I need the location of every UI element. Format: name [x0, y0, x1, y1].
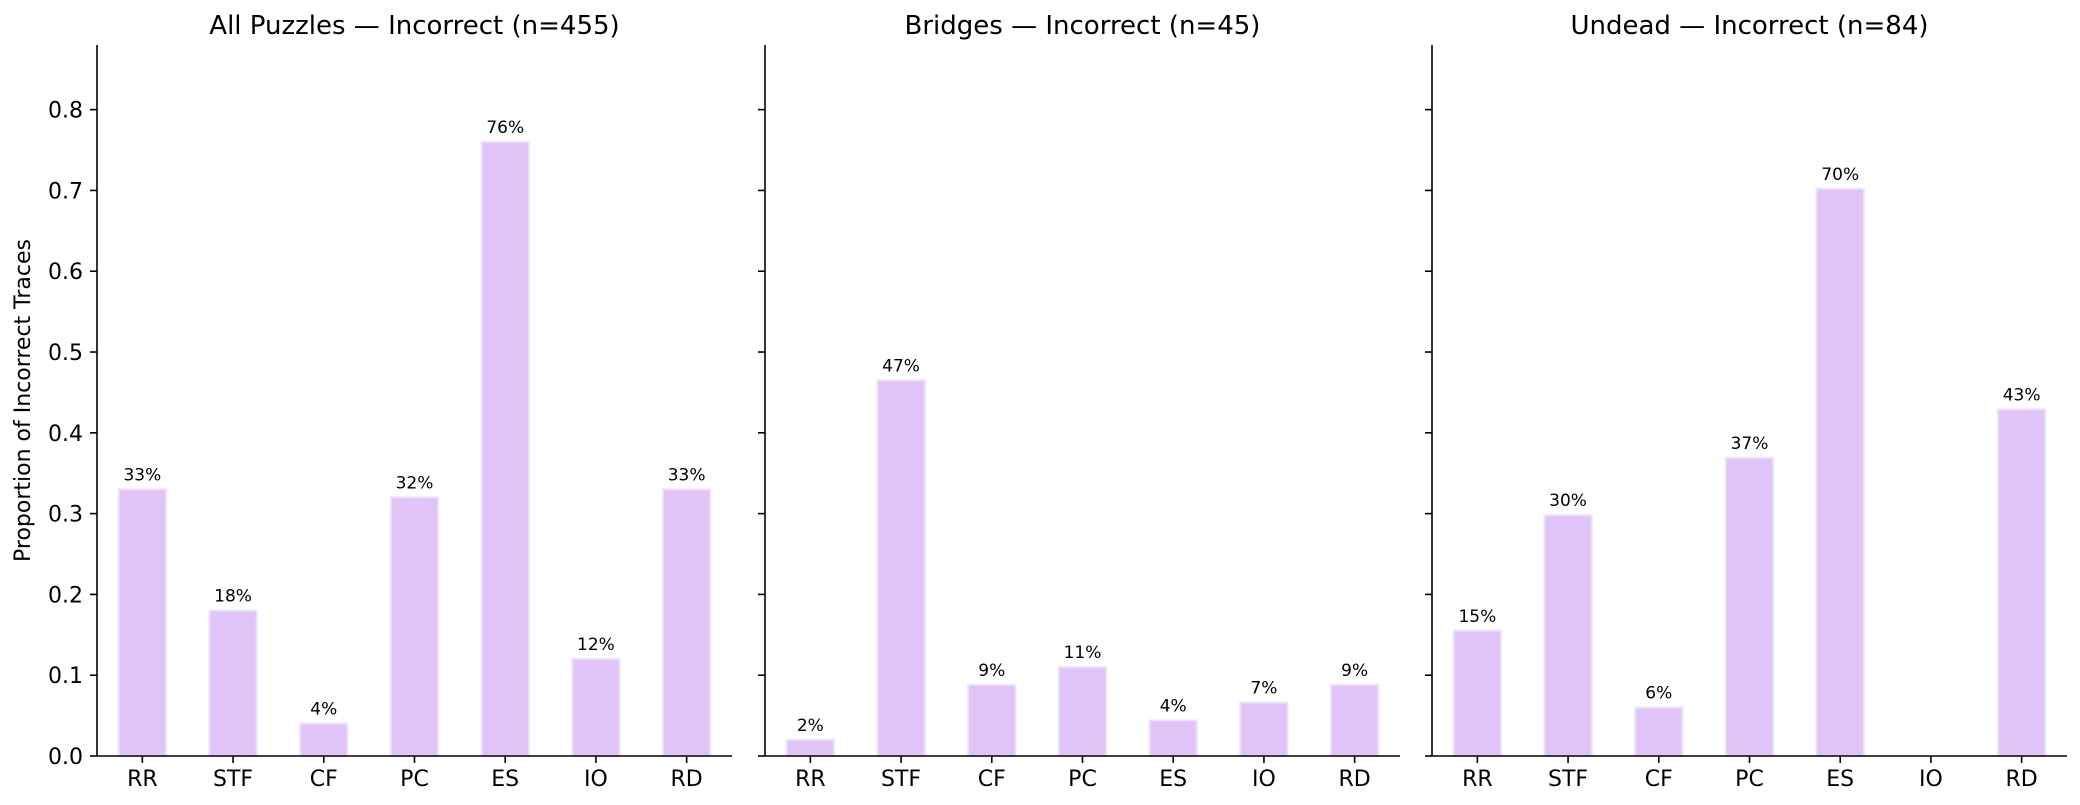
x-tick-label: PC: [400, 767, 429, 792]
y-tick-label: 0.8: [48, 99, 83, 124]
bar-rd: [1330, 683, 1380, 758]
y-tick-label: 0.6: [48, 260, 83, 285]
x-tick-label: IO: [584, 767, 608, 792]
bar-cf: [967, 683, 1017, 758]
bar-pc: [389, 496, 440, 757]
x-tick-label: IO: [1252, 767, 1276, 792]
data-label: 32%: [396, 473, 434, 493]
chart-title: All Puzzles — Incorrect (n=455): [209, 11, 619, 41]
data-label: 43%: [2003, 385, 2041, 405]
bar-stf: [208, 609, 258, 757]
y-tick-label: 0.4: [48, 422, 83, 447]
bar-stf: [876, 379, 926, 757]
y-tick-label: 0.7: [48, 179, 83, 204]
bar-io: [1239, 701, 1289, 757]
y-tick-label: 0.5: [48, 341, 83, 366]
data-label: 30%: [1549, 491, 1587, 511]
bar-io: [571, 658, 621, 758]
y-tick-label: 0.2: [48, 583, 83, 608]
data-label: 70%: [1821, 165, 1859, 185]
x-tick-label: RD: [2006, 767, 2038, 792]
bar-rd: [1997, 408, 2047, 757]
x-tick-label: ES: [1159, 767, 1187, 792]
bar-rr: [117, 488, 167, 757]
x-tick-label: RD: [671, 767, 703, 792]
x-tick-label: RR: [1462, 767, 1493, 792]
data-label: 4%: [310, 700, 337, 720]
bar-rr: [1452, 629, 1502, 757]
chart-title: Undead — Incorrect (n=84): [1570, 11, 1928, 41]
data-label: 76%: [486, 118, 524, 138]
y-tick-label: 0.0: [48, 745, 83, 770]
x-tick-label: STF: [1548, 767, 1588, 792]
bar-es: [1148, 719, 1198, 758]
chart-title: Bridges — Incorrect (n=45): [905, 11, 1261, 41]
x-tick-label: STF: [881, 767, 921, 792]
data-label: 11%: [1064, 643, 1102, 663]
x-tick-label: CF: [978, 767, 1006, 792]
bar-es: [480, 140, 530, 758]
x-tick-label: PC: [1068, 767, 1097, 792]
data-label: 47%: [882, 356, 920, 376]
x-tick-label: CF: [310, 767, 338, 792]
bar-stf: [1543, 514, 1593, 758]
data-label: 9%: [1341, 661, 1368, 681]
data-label: 18%: [214, 587, 252, 607]
data-label: 6%: [1645, 684, 1672, 704]
x-tick-label: RD: [1339, 767, 1371, 792]
bar-pc: [1724, 456, 1775, 757]
data-label: 12%: [577, 635, 615, 655]
data-label: 4%: [1160, 696, 1187, 716]
x-tick-label: RR: [795, 767, 826, 792]
data-label: 9%: [978, 661, 1005, 681]
x-tick-label: CF: [1645, 767, 1673, 792]
y-axis-label: Proportion of Incorrect Traces: [11, 239, 36, 562]
x-tick-label: STF: [213, 767, 253, 792]
bar-pc: [1057, 666, 1108, 757]
bar-cf: [299, 722, 349, 758]
bar-es: [1815, 187, 1865, 757]
data-label: 33%: [668, 465, 706, 485]
x-tick-label: ES: [1826, 767, 1854, 792]
bar-rd: [662, 488, 712, 757]
x-tick-label: PC: [1735, 767, 1764, 792]
x-tick-label: IO: [1919, 767, 1943, 792]
data-label: 7%: [1250, 679, 1277, 699]
data-label: 33%: [123, 465, 161, 485]
y-tick-label: 0.3: [48, 503, 83, 528]
bar-rr: [785, 738, 835, 757]
bar-cf: [1634, 706, 1684, 757]
x-tick-label: RR: [127, 767, 158, 792]
data-label: 37%: [1731, 434, 1769, 454]
data-label: 2%: [797, 716, 824, 736]
y-tick-label: 0.1: [48, 664, 83, 689]
x-tick-label: ES: [491, 767, 519, 792]
data-label: 15%: [1458, 607, 1496, 627]
